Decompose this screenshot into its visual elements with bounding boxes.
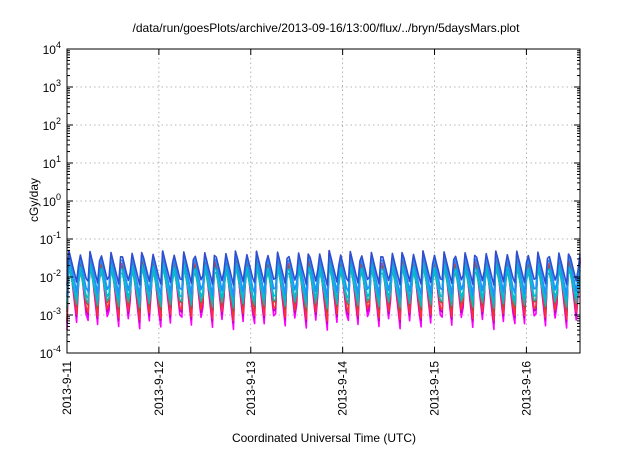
axis-layer: 10-4 10-3 10-2 10-1 100 101 102 103 104 2013-9-11… — [40, 40, 581, 416]
chart-title: /data/run/goesPlots/archive/2013-09-16/1… — [133, 21, 521, 35]
series-line-7 — [66, 249, 581, 287]
y-tick-label: 103 — [43, 78, 61, 95]
x-tick-label: 2013-9-13 — [244, 361, 258, 416]
x-tick-label: 2013-9-15 — [428, 361, 442, 416]
y-tick-label: 101 — [43, 154, 61, 171]
y-tick-label: 102 — [43, 116, 61, 133]
x-tick-label: 2013-9-16 — [519, 361, 533, 416]
y-axis-title: cGy/day — [27, 178, 41, 222]
y-tick-label: 104 — [43, 40, 61, 57]
y-tick-label: 100 — [43, 192, 61, 209]
x-tick-label: 2013-9-11 — [60, 361, 74, 415]
y-tick-label: 10-1 — [40, 230, 61, 247]
series-layer — [66, 249, 581, 331]
x-tick-label: 2013-9-12 — [152, 361, 166, 416]
y-tick-label: 10-2 — [40, 268, 61, 285]
plot-frame — [66, 48, 581, 354]
y-tick-label: 10-4 — [40, 344, 61, 361]
x-tick-label: 2013-9-14 — [336, 361, 350, 416]
y-tick-label: 10-3 — [40, 306, 61, 323]
x-axis-title: Coordinated Universal Time (UTC) — [232, 431, 416, 445]
